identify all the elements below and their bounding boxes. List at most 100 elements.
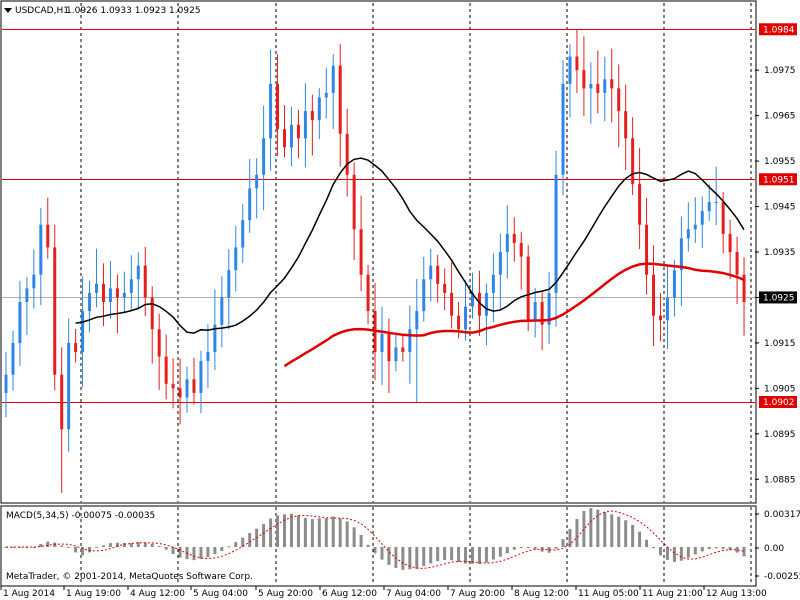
macd-bar xyxy=(241,537,245,547)
candle xyxy=(658,292,662,342)
candle xyxy=(296,109,300,159)
ohlc-values: 1.0926 1.0933 1.0923 1.0925 xyxy=(66,6,201,16)
macd-bar xyxy=(429,547,433,564)
price-tag-label: 1.0951 xyxy=(763,175,795,185)
candle xyxy=(380,306,384,385)
candle xyxy=(589,62,593,124)
macd-bar xyxy=(582,511,586,547)
candle xyxy=(415,279,419,402)
macd-bar xyxy=(450,547,454,561)
candle xyxy=(526,245,530,332)
candle xyxy=(700,196,704,249)
candle xyxy=(617,64,621,148)
candle xyxy=(554,150,558,327)
candle xyxy=(505,205,509,279)
macd-tick-label: 0.00317 xyxy=(764,510,800,520)
macd-label: MACD(5,34,5) -0.00075 -0.00035 xyxy=(6,511,155,521)
macd-bar xyxy=(693,547,697,555)
candle xyxy=(310,94,314,156)
macd-bar xyxy=(283,514,287,547)
macd-bar xyxy=(470,547,474,564)
macd-bar xyxy=(645,539,649,547)
candle xyxy=(331,54,335,130)
ma-fast-line xyxy=(75,157,745,334)
time-tick-label: 7 Aug 04:00 xyxy=(386,589,441,599)
vertical-grid xyxy=(80,3,752,585)
price-tag: 1.0984 xyxy=(759,23,797,36)
price-tag: 1.0902 xyxy=(759,396,797,408)
time-tick-label: 11 Aug 05:00 xyxy=(578,589,639,599)
macd-bar xyxy=(248,532,252,547)
macd-bar xyxy=(652,547,656,549)
candle xyxy=(4,352,8,418)
macd-bar xyxy=(269,518,273,547)
macd-bar xyxy=(115,542,119,547)
candle xyxy=(46,197,50,259)
macd-bar xyxy=(679,547,683,561)
macd-bar xyxy=(317,518,321,547)
macd-bar xyxy=(484,547,488,563)
candle xyxy=(220,276,224,348)
candle xyxy=(206,324,210,388)
price-tick-label: 1.0915 xyxy=(764,339,796,349)
price-tick-label: 1.0965 xyxy=(764,112,796,122)
candle xyxy=(227,249,231,330)
candle xyxy=(352,162,356,260)
candle xyxy=(707,184,711,221)
macd-bar xyxy=(498,547,502,557)
candle xyxy=(457,302,461,339)
candle xyxy=(32,249,36,309)
macd-bar xyxy=(39,543,43,547)
macd-bar xyxy=(519,547,523,548)
macd-bar xyxy=(359,534,363,547)
time-tick-label: 12 Aug 13:00 xyxy=(706,589,767,599)
candle xyxy=(157,313,161,390)
candle xyxy=(582,36,586,116)
candle xyxy=(164,334,168,400)
macd-bar xyxy=(164,547,168,550)
macd-bar xyxy=(345,521,349,547)
macd-bar xyxy=(192,547,196,561)
price-tag-label: 1.0984 xyxy=(763,25,795,35)
macd-bar xyxy=(624,520,628,547)
macd-bar xyxy=(88,547,92,553)
macd-bar xyxy=(422,547,426,567)
macd-bar xyxy=(617,516,621,547)
price-tick-label: 1.0905 xyxy=(764,384,796,394)
horizontal-levels xyxy=(2,29,755,403)
dropdown-triangle-icon[interactable] xyxy=(4,8,12,13)
price-tick-label: 1.0885 xyxy=(764,475,796,485)
macd-bar xyxy=(136,542,140,547)
macd-bar xyxy=(672,547,676,562)
candle xyxy=(387,318,391,393)
macd-bar xyxy=(150,543,154,547)
macd-bar xyxy=(714,547,718,549)
price-tag: 1.0951 xyxy=(759,173,797,186)
candle xyxy=(470,272,474,319)
macd-bar xyxy=(686,547,690,558)
candle xyxy=(248,159,252,233)
candle xyxy=(498,233,502,310)
candle xyxy=(624,84,628,171)
candle xyxy=(60,347,64,493)
candle xyxy=(665,264,669,349)
candle xyxy=(53,224,57,391)
macd-bar xyxy=(408,547,412,570)
candle xyxy=(74,329,78,363)
candle xyxy=(728,219,732,280)
candle xyxy=(150,286,154,364)
macd-bar xyxy=(436,547,440,562)
candle xyxy=(401,336,405,362)
candle xyxy=(289,106,293,167)
macd-bar xyxy=(122,542,126,547)
candle xyxy=(185,366,189,413)
candle xyxy=(464,280,468,341)
macd-signal-line xyxy=(6,510,745,569)
macd-bar xyxy=(728,547,732,551)
macd-bar xyxy=(631,524,635,547)
price-tag-label: 1.0902 xyxy=(763,398,795,408)
macd-bar xyxy=(638,531,642,547)
candle xyxy=(317,88,321,140)
